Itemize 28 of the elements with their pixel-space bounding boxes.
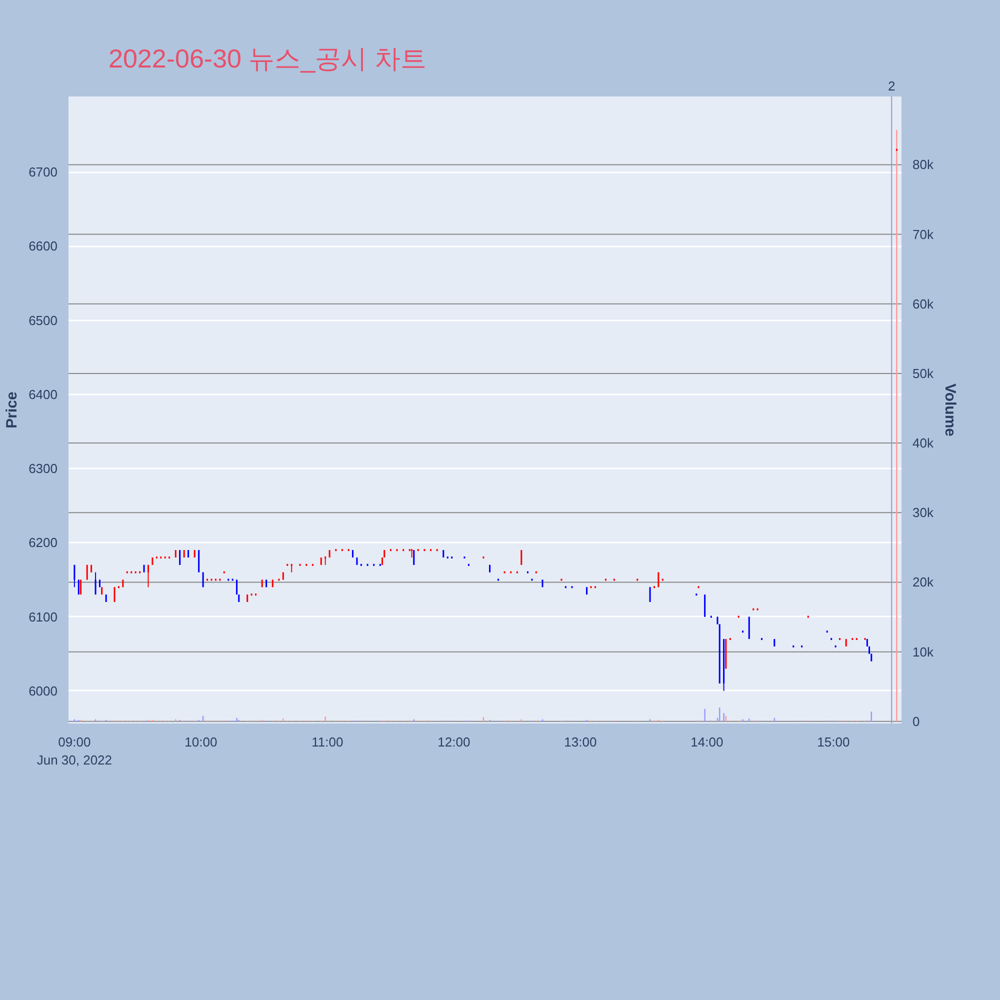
y-tick-label: 6600: [28, 238, 58, 254]
x-tick-label: 15:00: [817, 734, 850, 750]
y-tick-label: 6000: [28, 683, 58, 698]
y-tick-label: 6200: [28, 535, 58, 550]
y2-tick-label: 0: [912, 714, 920, 729]
y2-tick-label: 30k: [912, 505, 934, 520]
y2-tick-label: 10k: [912, 644, 934, 660]
y2-tick-label: 60k: [912, 296, 934, 312]
x-tick-label: 09:00 Jun 30, 2022: [36, 734, 112, 768]
x-tick-label: 14:00: [690, 734, 724, 750]
text: 2: [888, 78, 896, 94]
y2-tick-label: 40k: [912, 436, 934, 451]
y-tick-label: 6700: [28, 164, 58, 180]
y2-tick-label: 50k: [912, 366, 934, 381]
x-tick-label: 12:00: [438, 734, 470, 750]
x-tick-label: 11:00: [312, 734, 344, 750]
x-tick-label: 10:00: [184, 734, 218, 750]
y-axis-title: Price: [4, 392, 21, 428]
y2-tick-label: 70k: [912, 226, 934, 242]
y-tick-label: 6500: [28, 312, 58, 328]
y-tick-label: 6300: [28, 461, 58, 476]
y-tick-label: 6100: [28, 609, 58, 624]
x-tick-label: 13:00: [564, 734, 597, 750]
y2-tick-label: 20k: [912, 574, 934, 590]
y-tick-label: 6400: [28, 386, 58, 402]
y2-tick-label: 80k: [912, 157, 934, 172]
chart-title: 2022-06-30 뉴스_공시 차트: [108, 44, 426, 74]
y2-axis-title: Volume: [941, 383, 958, 437]
